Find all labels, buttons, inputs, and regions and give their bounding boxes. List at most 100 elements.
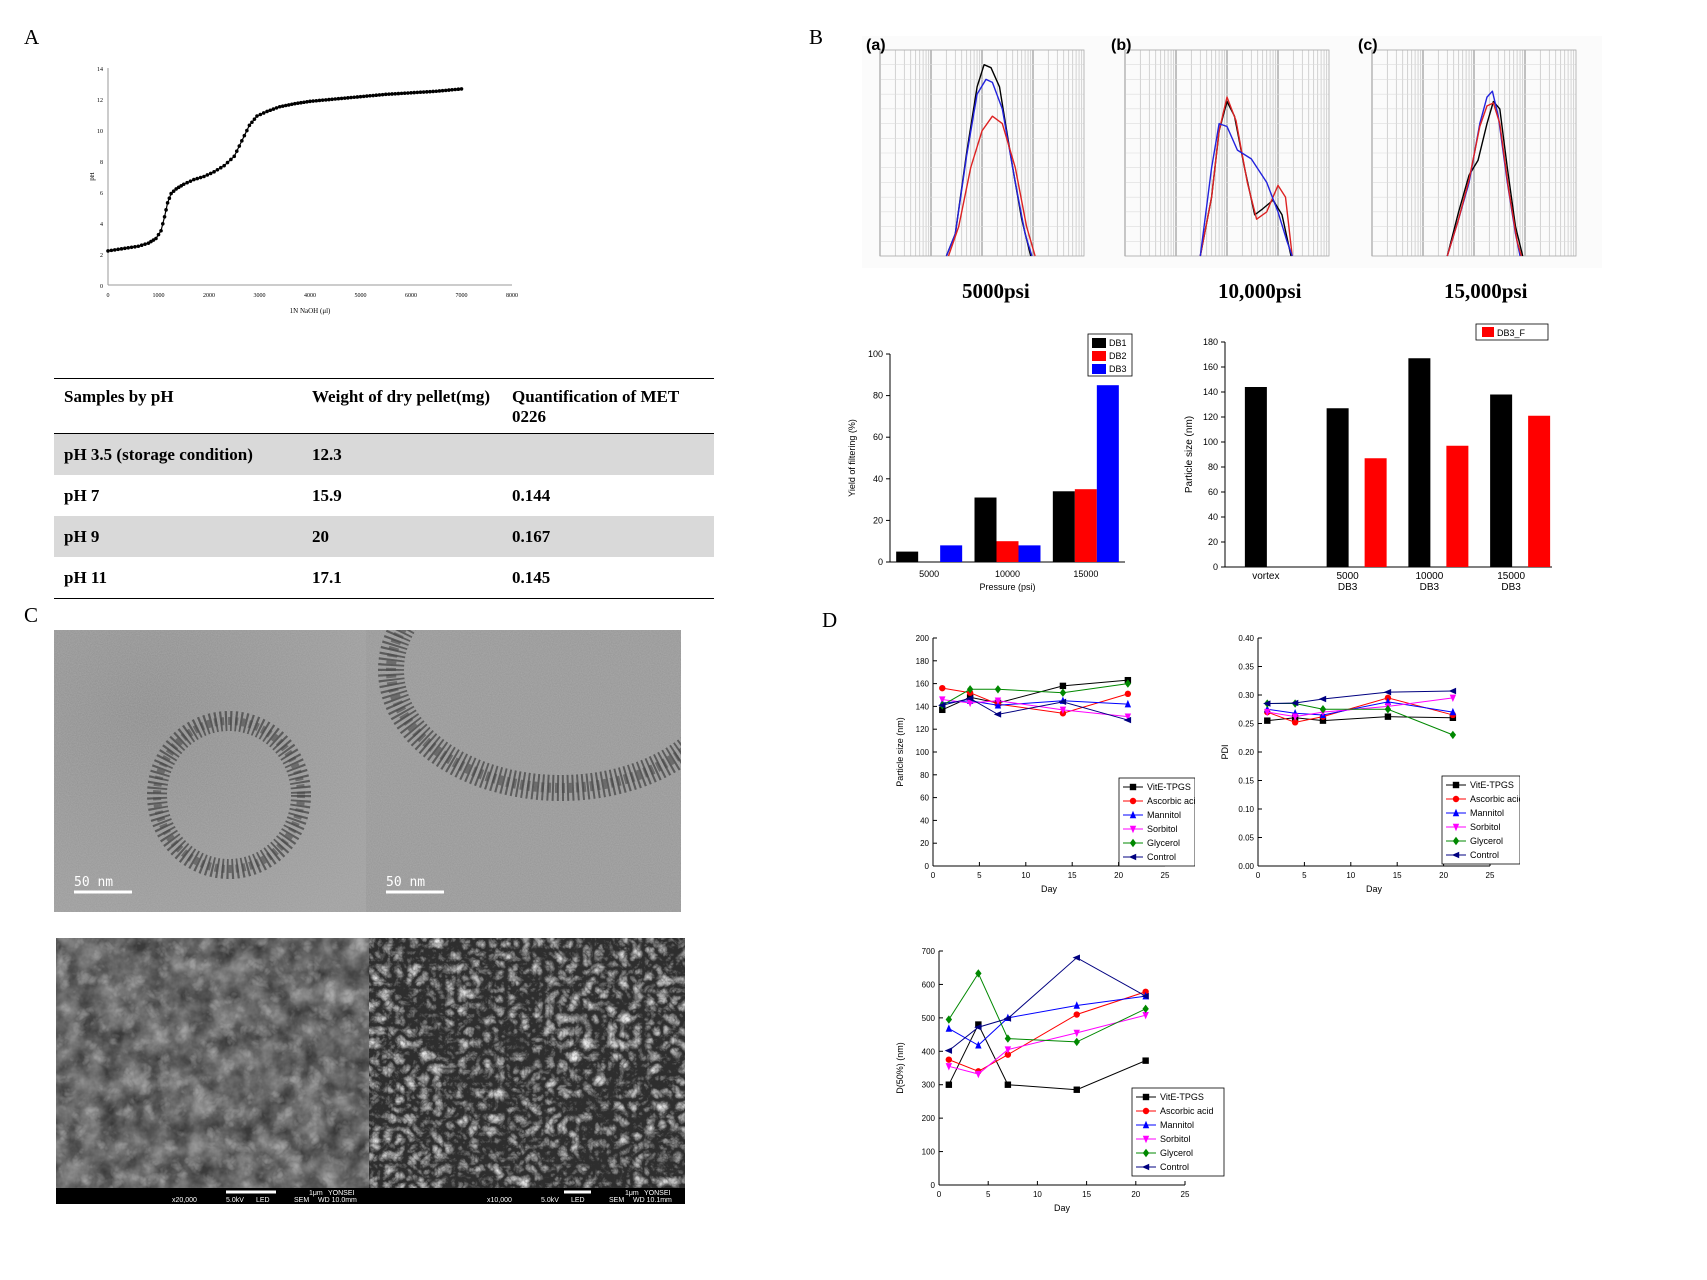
x-tick-label: 5000 <box>919 569 939 579</box>
legend-swatch <box>1092 351 1106 361</box>
plot-frame <box>1371 49 1577 257</box>
data-point <box>406 91 410 95</box>
data-marker <box>945 1063 953 1071</box>
legend-label: DB1 <box>1109 338 1127 348</box>
sem-site-right: YONSEI <box>644 1190 671 1197</box>
bar <box>1490 394 1513 567</box>
data-point <box>453 87 457 92</box>
sem-mode-right: SEM <box>609 1197 624 1204</box>
x-tick-label: 0 <box>931 871 936 880</box>
data-point <box>119 247 124 251</box>
data-point <box>330 97 334 102</box>
table-row: pH 7 15.9 0.144 <box>54 475 714 516</box>
data-marker <box>1129 810 1137 819</box>
bar <box>1528 415 1551 567</box>
series-line <box>948 1023 1146 1091</box>
x-tick-label: 1000 <box>153 293 165 299</box>
data-point <box>365 94 369 98</box>
data-point <box>308 99 312 104</box>
y-tick-label: 0.25 <box>1238 720 1254 729</box>
data-point <box>247 123 252 128</box>
data-point <box>327 97 331 102</box>
data-marker <box>1142 988 1149 995</box>
legend-label: Glycerol <box>1147 838 1180 848</box>
data-point <box>133 244 137 249</box>
legend-label: Control <box>1147 852 1176 862</box>
data-point <box>156 232 161 237</box>
y-tick-label: 4 <box>100 222 103 228</box>
x-tick-label: 5 <box>977 871 982 880</box>
data-marker <box>1072 954 1080 961</box>
data-marker <box>1383 688 1392 696</box>
data-point <box>169 191 173 196</box>
data-point <box>456 87 461 92</box>
data-point <box>387 92 391 96</box>
sem-wd-left: WD 10.0mm <box>318 1197 357 1204</box>
data-point <box>202 174 206 179</box>
data-point <box>374 93 379 98</box>
data-point <box>283 103 288 108</box>
data-marker <box>1004 1034 1012 1043</box>
x-tick-label: 5000 <box>1337 571 1360 582</box>
y-tick-label: 0.20 <box>1238 748 1254 757</box>
data-point <box>185 180 189 185</box>
tem-scale-label-right: 50 nm <box>386 875 425 890</box>
x-tick-label: 3000 <box>254 293 266 299</box>
x-tick-label: 10000 <box>995 569 1020 579</box>
table-cell: 20 <box>302 516 502 557</box>
data-marker <box>1124 679 1132 688</box>
data-marker <box>1449 730 1457 740</box>
table-cell: 12.3 <box>302 433 502 475</box>
data-marker <box>939 706 946 714</box>
pressure-label-10000: 10,000psi <box>1218 279 1302 303</box>
y-tick-label: 6 <box>100 191 103 197</box>
data-point <box>424 90 429 94</box>
sem-mag-left: x20,000 <box>172 1197 197 1204</box>
ph-sample-table: Samples by pH Weight of dry pellet(mg) Q… <box>54 378 714 599</box>
panel-label-c: C <box>24 603 39 627</box>
table-header-samples: Samples by pH <box>54 378 302 434</box>
data-point <box>232 154 237 159</box>
legend-label: DB3 <box>1109 364 1127 374</box>
data-point <box>299 100 303 105</box>
sem-kv-left: 5.0kV <box>226 1197 244 1204</box>
data-point <box>339 96 344 101</box>
data-point <box>421 90 426 94</box>
data-point <box>205 173 210 177</box>
x-tick-label: 8000 <box>506 293 518 299</box>
table-cell: 0.144 <box>512 485 551 505</box>
table-cell: pH 3.5 (storage condition) <box>54 433 302 475</box>
data-point <box>208 171 213 176</box>
legend-label: DB3_F <box>1497 328 1526 338</box>
y-tick-label: 8 <box>100 160 103 166</box>
data-marker <box>1059 682 1067 690</box>
data-point <box>399 91 404 96</box>
y-tick-label: 60 <box>1208 487 1218 497</box>
y-tick-label: 0.15 <box>1238 777 1254 786</box>
data-marker <box>939 684 946 692</box>
plot-frame <box>879 49 1085 257</box>
table-header-weight: Weight of dry pellet(mg) <box>302 378 502 434</box>
data-marker <box>1451 851 1460 859</box>
y-axis-label: pH <box>90 172 96 181</box>
data-marker <box>1452 808 1460 817</box>
x-axis-label: Day <box>1041 884 1058 894</box>
data-point <box>440 88 445 93</box>
pressure-label-5000: 5000psi <box>962 279 1030 303</box>
data-marker <box>966 699 974 708</box>
bar <box>1408 358 1431 567</box>
data-point <box>443 88 448 93</box>
data-marker <box>939 696 946 704</box>
table-cell: pH 7 <box>64 485 100 505</box>
data-marker <box>1291 713 1299 721</box>
data-point <box>459 87 464 91</box>
x-tick-label: 2000 <box>203 293 215 299</box>
data-point <box>277 104 282 109</box>
data-point <box>286 103 291 107</box>
data-point <box>195 176 200 181</box>
data-marker <box>974 1024 982 1031</box>
legend-label: Sorbitol <box>1160 1134 1191 1144</box>
y-tick-label: 0.10 <box>1238 805 1254 814</box>
data-point <box>320 98 325 102</box>
